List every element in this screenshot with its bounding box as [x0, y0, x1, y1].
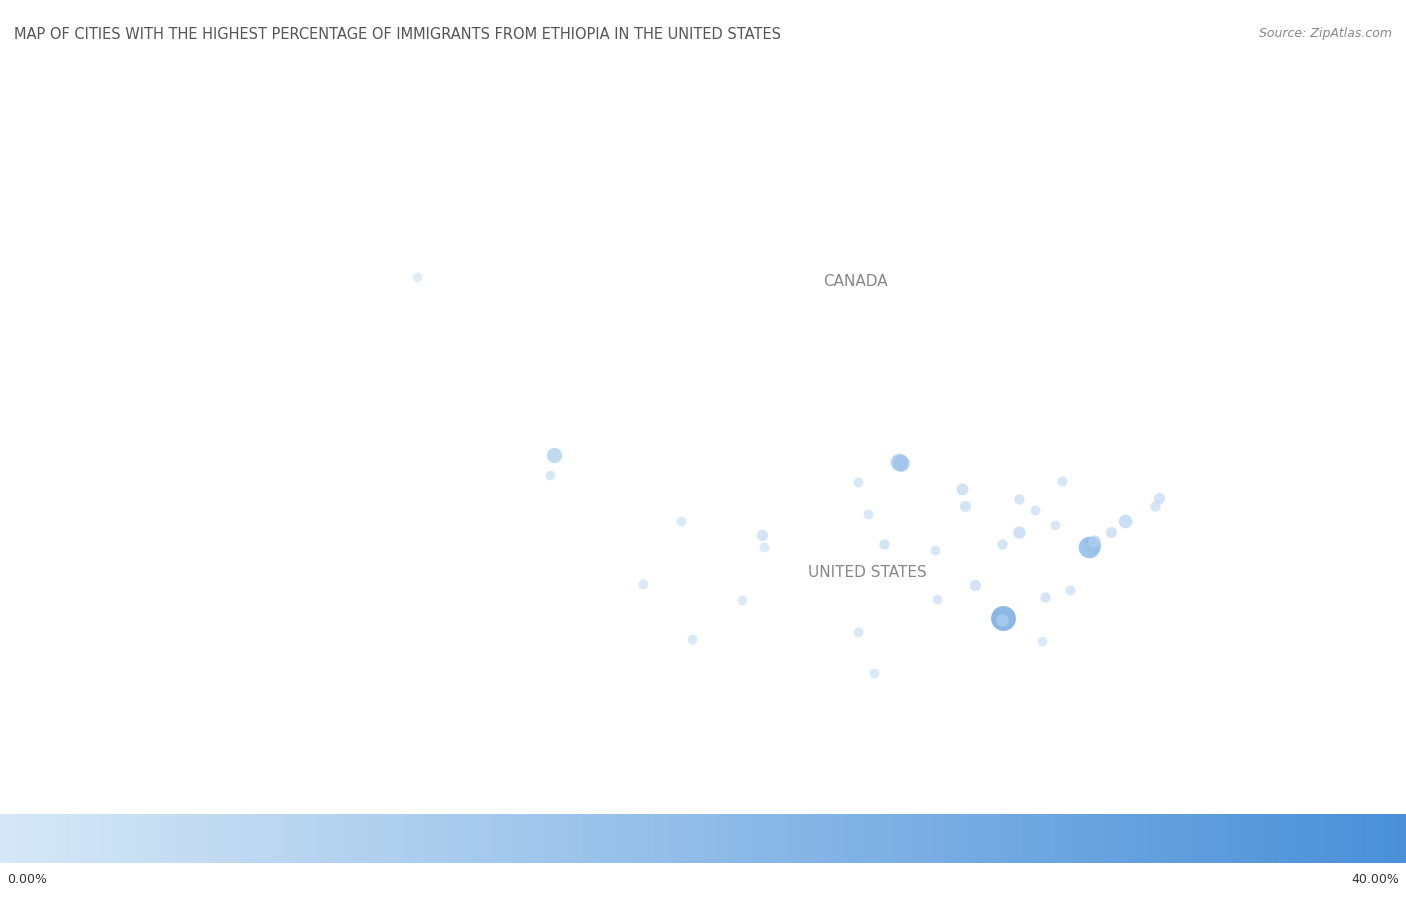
Point — [965, 577, 987, 592]
Text: Source: ZipAtlas.com: Source: ZipAtlas.com — [1258, 27, 1392, 40]
Point — [1099, 525, 1122, 539]
Point — [953, 498, 976, 512]
Point — [950, 482, 973, 496]
Point — [924, 543, 946, 557]
Point — [1144, 499, 1167, 513]
Point — [1050, 474, 1073, 488]
Text: 40.00%: 40.00% — [1351, 873, 1399, 886]
Point — [631, 577, 654, 592]
Point — [1081, 538, 1104, 552]
Point — [1008, 525, 1031, 539]
Point — [1059, 583, 1081, 597]
Text: MAP OF CITIES WITH THE HIGHEST PERCENTAGE OF IMMIGRANTS FROM ETHIOPIA IN THE UNI: MAP OF CITIES WITH THE HIGHEST PERCENTAG… — [14, 27, 782, 42]
Text: CANADA: CANADA — [823, 273, 887, 289]
Point — [994, 609, 1017, 623]
Point — [538, 467, 561, 482]
Point — [1008, 492, 1031, 506]
Point — [681, 632, 703, 646]
Point — [731, 592, 754, 607]
Point — [669, 513, 692, 528]
Point — [1031, 634, 1053, 648]
Point — [872, 537, 896, 551]
Point — [991, 611, 1014, 626]
Point — [1078, 539, 1101, 554]
Text: UNITED STATES: UNITED STATES — [807, 565, 927, 581]
Point — [1024, 503, 1046, 518]
Point — [406, 270, 429, 284]
Point — [856, 506, 879, 521]
Point — [863, 666, 886, 681]
Point — [848, 475, 870, 489]
Point — [887, 455, 910, 469]
Text: 0.00%: 0.00% — [7, 873, 46, 886]
Point — [846, 624, 869, 638]
Point — [925, 592, 948, 606]
Point — [751, 528, 773, 542]
Point — [1083, 534, 1105, 548]
Point — [991, 613, 1014, 628]
Point — [543, 448, 565, 462]
Point — [1114, 514, 1136, 529]
Point — [1149, 491, 1171, 505]
Point — [890, 456, 912, 470]
Point — [752, 540, 775, 555]
Point — [1076, 542, 1098, 556]
Point — [990, 537, 1012, 551]
Point — [1043, 518, 1066, 532]
Point — [1033, 591, 1056, 605]
